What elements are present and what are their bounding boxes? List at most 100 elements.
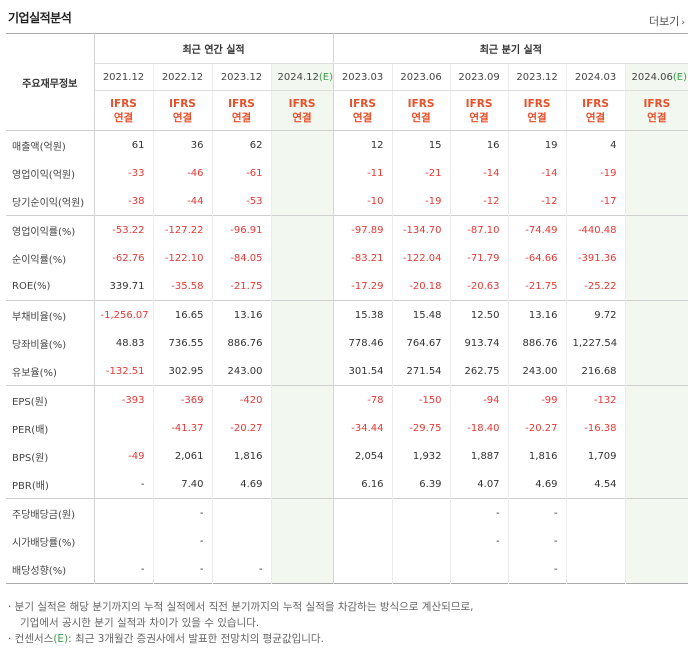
value-cell: -10 [332, 187, 393, 216]
value-cell: -34.44 [332, 414, 393, 442]
value-cell: -440.48 [565, 215, 626, 244]
value-cell: -150 [391, 385, 451, 414]
value-cell: 1,709 [565, 442, 626, 470]
value-cell: -46 [152, 159, 212, 187]
estimate-mark: (E) [318, 71, 333, 83]
chevron-right-icon: › [681, 18, 685, 28]
value-cell [624, 187, 689, 216]
value-cell: -393 [93, 385, 153, 414]
value-cell: 48.83 [93, 329, 153, 357]
value-cell: 913.74 [449, 329, 509, 357]
value-cell: -74.49 [507, 215, 567, 244]
value-cell [211, 527, 271, 555]
row-label: 배당성향(%) [12, 565, 67, 577]
value-cell: -1,256.07 [93, 300, 153, 329]
ifrs-label: IFRS [407, 97, 435, 110]
period-label: 2023.12 [516, 71, 558, 83]
ifrs-header: IFRS 연결 [624, 90, 689, 131]
table-row: 배당성향(%) - - - - [6, 555, 689, 584]
value-cell: -11 [332, 159, 393, 187]
ifrs-header: IFRS 연결 [565, 90, 626, 131]
table-row: 당기순이익(억원) -38 -44 -53 -10 -19 -12 -12 -17 [6, 187, 689, 216]
value-cell [270, 187, 334, 216]
footnote-line-2: 기업에서 공시한 분기 실적과 차이가 있을 수 있습니다. [20, 617, 260, 629]
row-label: PBR(배) [12, 480, 49, 492]
value-cell: -420 [211, 385, 271, 414]
value-cell: 62 [211, 130, 271, 159]
value-cell [565, 498, 626, 527]
value-cell: -21.75 [507, 272, 567, 301]
value-cell: -44 [152, 187, 212, 216]
value-cell: 736.55 [152, 329, 212, 357]
value-cell: 6.16 [332, 470, 393, 499]
period-header: 2024.12(E) [270, 63, 334, 91]
period-label: 2023.06 [400, 71, 442, 83]
value-cell: - [93, 555, 153, 584]
row-label: 당기순이익(억원) [12, 197, 85, 209]
table-row: 당좌비율(%) 48.83 736.55 886.76 778.46 764.67 913.… [6, 329, 689, 357]
value-cell [270, 272, 334, 301]
table-row: 유보율(%) -132.51 302.95 243.00 301.54 271.54 262… [6, 357, 689, 386]
row-label: 부채비율(%) [6, 300, 94, 329]
value-cell: -122.10 [152, 244, 212, 272]
value-cell [391, 498, 451, 527]
value-cell: 19 [507, 130, 567, 159]
annual-group-header: 최근 연간 실적 [93, 33, 334, 64]
ifrs-header: IFRS 연결 [391, 90, 451, 131]
ifrs-header: IFRS 연결 [449, 90, 509, 131]
period-label: 2023.12 [220, 71, 263, 83]
value-cell: -49 [93, 442, 153, 470]
value-cell [624, 527, 689, 555]
value-cell: -14 [449, 159, 509, 187]
period-header: 2022.12 [152, 63, 212, 91]
table-row: PER(배) -41.37 -20.27 -34.44 -29.75 -18.40 -20.… [6, 414, 689, 442]
ifrs-label: IFRS [288, 97, 316, 110]
value-cell [449, 555, 509, 584]
value-cell: 1,816 [507, 442, 567, 470]
value-cell: 16 [449, 130, 509, 159]
period-label: 2024.03 [574, 71, 617, 83]
consolidated-label: 연결 [469, 111, 489, 124]
footnote-line-1: · 분기 실적은 해당 분기까지의 누적 실적에서 직전 분기까지의 누적 실적… [8, 601, 474, 613]
row-label: 영업이익률(%) [6, 215, 94, 244]
row-label: 매출액(억원) [12, 141, 66, 153]
value-cell: -78 [332, 385, 393, 414]
value-cell: -35.58 [152, 272, 212, 301]
value-cell: 4 [565, 130, 626, 159]
consolidated-label: 연결 [231, 111, 252, 124]
value-cell [624, 470, 689, 499]
table-row: BPS(원) -49 2,061 1,816 2,054 1,932 1,887 1,816 1… [6, 442, 689, 470]
value-cell [270, 442, 334, 470]
value-cell: 16.65 [152, 300, 212, 329]
period-header: 2023.03 [332, 63, 393, 91]
value-cell [332, 498, 393, 527]
value-cell [270, 414, 334, 442]
value-cell [270, 329, 334, 357]
value-cell: -132.51 [93, 357, 153, 386]
value-cell: - [449, 498, 509, 527]
value-cell: - [507, 498, 567, 527]
value-cell: 271.54 [391, 357, 451, 386]
value-cell: -62.76 [93, 244, 153, 272]
value-cell: 301.54 [332, 357, 393, 386]
value-cell: 13.16 [507, 300, 567, 329]
value-cell: 9.72 [565, 300, 626, 329]
value-cell: - [211, 555, 271, 584]
period-label: 2022.12 [161, 71, 204, 83]
value-cell: -127.22 [152, 215, 212, 244]
value-cell: -21.75 [211, 272, 271, 301]
table-row: 매출액(억원) 61 36 62 12 15 16 19 4 [6, 130, 689, 159]
table-row: 순이익률(%) -62.76 -122.10 -84.05 -83.21 -122.04-… [6, 244, 689, 272]
consolidated-label: 연결 [172, 111, 193, 124]
more-link[interactable]: 더보기 › [649, 13, 685, 29]
value-cell [270, 215, 334, 244]
value-cell: -97.89 [332, 215, 393, 244]
value-cell: 2,054 [332, 442, 393, 470]
value-cell: 778.46 [332, 329, 393, 357]
value-cell: -12 [449, 187, 509, 216]
header-period-row: 2021.12 2022.12 2023.12 2024.12(E) 2023.03 20… [6, 63, 689, 91]
value-cell: 4.69 [507, 470, 567, 499]
value-cell: 2,061 [152, 442, 212, 470]
value-cell: -17.29 [332, 272, 393, 301]
value-cell: - [152, 498, 212, 527]
